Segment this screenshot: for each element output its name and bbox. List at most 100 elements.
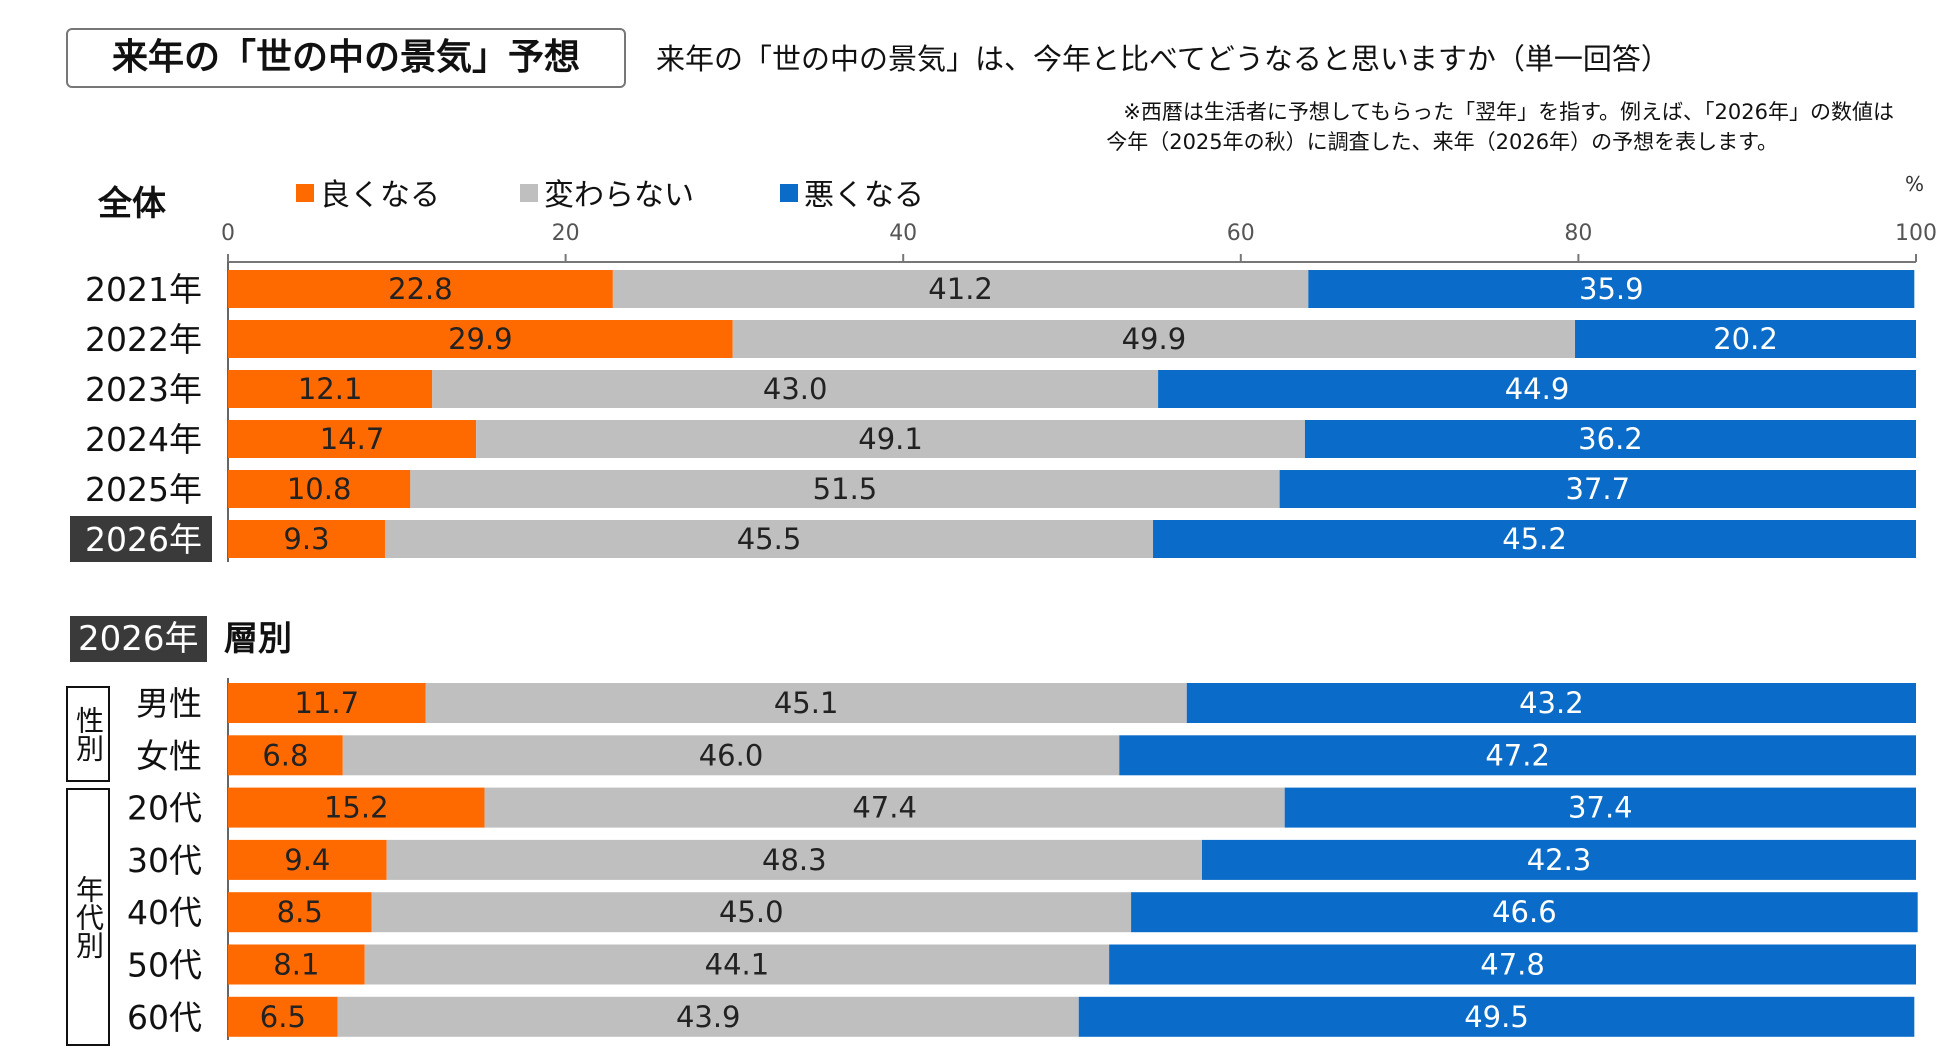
x-tick-label-100: 100 [1895, 221, 1937, 246]
overall-bar-worse [1279, 470, 1916, 508]
segment-value-label-same: 47.4 [852, 791, 917, 825]
overall-value-label-worse: 35.9 [1579, 272, 1644, 306]
x-tick-label-60: 60 [1227, 221, 1255, 246]
overall-bar-better [228, 520, 385, 558]
segment-bar-better [228, 735, 343, 776]
segment-bar-better [228, 839, 387, 880]
segment-bar-worse [1131, 892, 1918, 933]
axis-unit-label: % [1905, 172, 1925, 196]
segment-value-label-same: 43.9 [676, 1000, 741, 1034]
segment-bar-worse [1186, 683, 1916, 723]
segment-value-label-same: 44.1 [705, 948, 770, 982]
overall-bar-same [732, 320, 1576, 358]
legend-better: 良くなる [296, 170, 440, 214]
segment-value-label-better: 6.8 [262, 738, 308, 772]
segment-bar-same [337, 996, 1079, 1037]
segment-bar-worse [1284, 787, 1916, 828]
overall-value-label-better: 29.9 [448, 322, 513, 356]
overall-value-label-worse: 37.7 [1566, 472, 1631, 506]
segment-bar-same [371, 892, 1132, 933]
overall-bar-same [410, 470, 1280, 508]
overall-bar-same [476, 420, 1305, 458]
segment-bar-worse [1109, 944, 1916, 985]
x-tick-label-80: 80 [1564, 221, 1592, 246]
overall-bar-same [384, 520, 1154, 558]
segment-value-label-worse: 49.5 [1464, 1000, 1529, 1034]
legend-same-label: 変わらない [544, 178, 694, 213]
overall-bar-worse [1308, 270, 1915, 308]
overall-value-label-same: 51.5 [813, 472, 878, 506]
legend-same: 変わらない [520, 170, 694, 214]
overall-value-label-worse: 36.2 [1578, 422, 1643, 456]
overall-category-highlight [70, 516, 212, 562]
segment-value-label-worse: 47.2 [1485, 738, 1550, 772]
overall-bar-worse [1153, 520, 1916, 558]
segment-value-label-better: 11.7 [294, 686, 359, 720]
overall-value-label-worse: 45.2 [1502, 522, 1567, 556]
segment-category-label: 40代 [127, 893, 202, 932]
overall-bar-better [228, 370, 433, 408]
segment-bar-same [386, 839, 1202, 880]
overall-bar-worse [1575, 320, 1916, 358]
legend-worse-swatch [780, 184, 798, 202]
overall-bar-same [432, 370, 1159, 408]
overall-value-label-same: 41.2 [928, 272, 993, 306]
overall-value-label-same: 43.0 [763, 372, 828, 406]
segment-bar-worse [1119, 735, 1916, 776]
segment-bar-same [364, 944, 1110, 985]
overall-category-label: 2026年 [85, 520, 202, 559]
overall-value-label-same: 49.9 [1122, 322, 1187, 356]
overall-value-label-same: 49.1 [858, 422, 923, 456]
segment-bar-same [425, 683, 1187, 723]
overall-value-label-better: 10.8 [287, 472, 352, 506]
overall-value-label-worse: 20.2 [1713, 322, 1778, 356]
overall-category-label: 2022年 [85, 320, 202, 359]
segment-bar-same [484, 787, 1285, 828]
page-title: 来年の「世の中の景気」予想 [66, 28, 626, 88]
footnote-line-2: 今年（2025年の秋）に調査した、来年（2026年）の予想を表します。 [1106, 130, 1778, 154]
overall-bar-better [228, 420, 477, 458]
legend-worse-label: 悪くなる [804, 178, 924, 213]
footnote-line-1: ※西暦は生活者に予想してもらった「翌年」を指す。例えば、「2026年」の数値は [1123, 100, 1894, 124]
legend-better-label: 良くなる [320, 178, 440, 213]
segment-bar-same [342, 735, 1120, 776]
segment-value-label-same: 45.1 [774, 686, 839, 720]
segment-bar-better [228, 683, 426, 723]
segment-value-label-better: 8.5 [277, 895, 323, 929]
overall-value-label-better: 14.7 [320, 422, 385, 456]
overall-section-label: 全体 [98, 184, 166, 224]
overall-value-label-better: 9.3 [283, 522, 329, 556]
gender-group-box: 性別 [66, 686, 110, 782]
overall-value-label-better: 22.8 [388, 272, 453, 306]
segment-value-label-worse: 37.4 [1568, 791, 1633, 825]
overall-category-label: 2021年 [85, 270, 202, 309]
segment-section-title: 層別 [224, 619, 292, 659]
x-tick-label-20: 20 [552, 221, 580, 246]
segment-bar-better [228, 892, 372, 933]
overall-category-label: 2024年 [85, 420, 202, 459]
overall-bar-worse [1304, 420, 1916, 458]
segment-value-label-worse: 42.3 [1527, 843, 1592, 877]
segment-value-label-better: 15.2 [324, 791, 389, 825]
segment-category-label: 30代 [127, 841, 202, 880]
segment-category-label: 女性 [136, 736, 202, 775]
overall-bar-better [228, 320, 733, 358]
segment-category-label: 男性 [136, 684, 202, 723]
legend-same-swatch [520, 184, 538, 202]
legend-worse: 悪くなる [780, 170, 924, 214]
segment-value-label-worse: 46.6 [1492, 895, 1557, 929]
segment-bar-better [228, 787, 485, 828]
overall-value-label-worse: 44.9 [1505, 372, 1570, 406]
overall-bar-same [612, 270, 1309, 308]
segment-value-label-worse: 43.2 [1519, 686, 1584, 720]
overall-value-label-better: 12.1 [298, 372, 363, 406]
overall-category-label: 2023年 [85, 370, 202, 409]
segment-bar-worse [1078, 996, 1915, 1037]
overall-bar-worse [1158, 370, 1916, 408]
segment-value-label-same: 48.3 [762, 843, 827, 877]
segment-value-label-better: 8.1 [273, 948, 319, 982]
segment-value-label-same: 46.0 [699, 738, 764, 772]
segment-value-label-worse: 47.8 [1480, 948, 1545, 982]
segment-year-tag: 2026年 [70, 616, 207, 662]
legend-better-swatch [296, 184, 314, 202]
